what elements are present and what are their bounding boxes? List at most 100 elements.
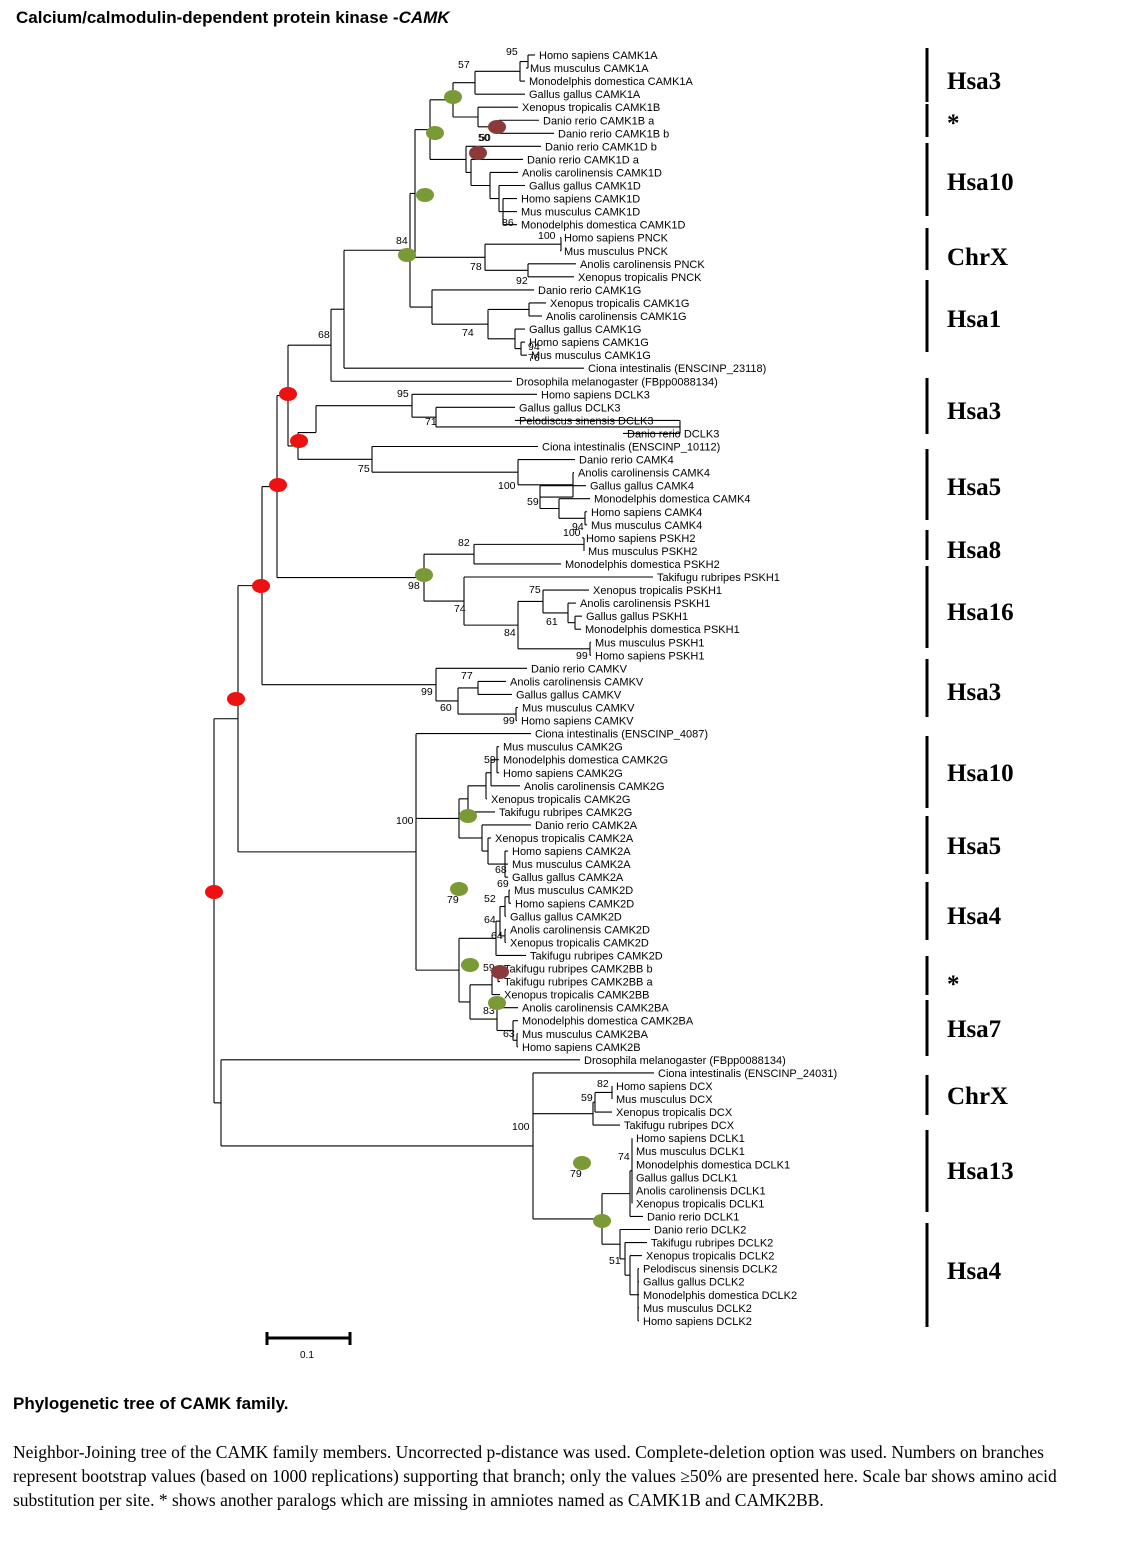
bootstrap-value: 59 (581, 1092, 593, 1104)
leaf-label: Mus musculus CAMK1D (521, 207, 640, 219)
bootstrap-value: 75 (529, 584, 541, 596)
duplication-marker (450, 882, 468, 896)
leaf-label: Mus musculus CAMKV (522, 703, 635, 715)
leaf-label: Gallus gallus CAMKV (516, 689, 622, 701)
bootstrap-value: 94 (528, 341, 540, 353)
duplication-marker (573, 1156, 591, 1170)
chromosome-label: Hsa16 (947, 599, 1014, 626)
duplication-marker (415, 568, 433, 582)
leaf-label: Xenopus tropicalis CAMK2BB (504, 990, 650, 1002)
leaf-label: Homo sapiens PNCK (564, 233, 669, 245)
leaf-label: Monodelphis domestica CAMK2BA (522, 1016, 694, 1028)
bootstrap-value: 69 (497, 878, 509, 890)
duplication-marker (488, 996, 506, 1010)
leaf-label: Takifugu rubripes CAMK2BB b (504, 964, 653, 976)
leaf-label: Monodelphis domestica PSKH2 (565, 559, 720, 571)
bootstrap-value: 100 (563, 527, 581, 539)
duplication-marker (491, 965, 509, 979)
leaf-label: Homo sapiens CAMK1A (539, 50, 658, 62)
leaf-label: Xenopus tropicalis CAMK1G (550, 298, 689, 310)
duplication-marker (426, 126, 444, 140)
leaf-label: Anolis carolinensis CAMK2G (524, 781, 665, 793)
leaf-label: Takifugu rubripes CAMK2G (499, 807, 632, 819)
leaf-label: Homo sapiens CAMK4 (591, 507, 702, 519)
leaf-label: Homo sapiens CAMK2A (512, 846, 631, 858)
leaf-label: Mus musculus PSKH1 (595, 637, 704, 649)
bootstrap-value: 59 (483, 962, 495, 974)
leaf-label: Homo sapiens CAMK2D (515, 898, 634, 910)
leaf-label: Danio rerio CAMKV (531, 663, 628, 675)
leaf-label: Pelodiscus sinensis DCLK3 (519, 415, 654, 427)
leaf-label: Homo sapiens PSKH1 (595, 650, 704, 662)
chromosome-label: Hsa5 (947, 474, 1001, 501)
leaf-label: Gallus gallus PSKH1 (586, 611, 688, 623)
bootstrap-value: 99 (503, 715, 515, 727)
leaf-label: Anolis carolinensis CAMKV (510, 676, 644, 688)
leaf-label: Danio rerio DCLK3 (627, 428, 719, 440)
leaf-label: Pelodiscus sinensis DCLK2 (643, 1264, 778, 1276)
leaf-label: Ciona intestinalis (ENSCINP_24031) (658, 1068, 837, 1080)
leaf-label: Mus musculus CAMK1A (530, 63, 649, 75)
bootstrap-value: 82 (597, 1078, 609, 1090)
chromosome-label: ChrX (947, 244, 1008, 271)
leaf-label: Danio rerio CAMK1B a (543, 115, 655, 127)
leaf-label: Takifugu rubripes PSKH1 (657, 572, 780, 584)
leaf-label: Danio rerio CAMK1B b (558, 128, 669, 140)
duplication-marker (290, 434, 308, 448)
bootstrap-value: 84 (396, 235, 408, 247)
leaf-label: Danio rerio CAMK1D b (545, 141, 657, 153)
title-prefix: Calcium/calmodulin-dependent protein kin… (16, 8, 399, 27)
leaf-label: Gallus gallus CAMK1A (529, 89, 641, 101)
chromosome-label: Hsa5 (947, 833, 1001, 860)
duplication-marker (398, 248, 416, 262)
bootstrap-value: 60 (440, 702, 452, 714)
leaf-label: Takifugu rubripes DCX (624, 1120, 735, 1132)
leaf-label: Gallus gallus CAMK2D (510, 911, 622, 923)
leaf-label: Mus musculus CAMK2BA (522, 1029, 649, 1041)
duplication-marker (459, 809, 477, 823)
chromosome-label: * (947, 110, 960, 137)
bootstrap-value: 51 (609, 1255, 621, 1267)
scale-bar-label: 0.1 (300, 1350, 314, 1361)
caption-title: Phylogenetic tree of CAMK family. (13, 1394, 289, 1413)
bootstrap-value: 59 (484, 754, 496, 766)
leaf-label: Anolis carolinensis CAMK1D (522, 167, 662, 179)
leaf-label: Gallus gallus DCLK2 (643, 1277, 745, 1289)
bootstrap-value: 71 (425, 416, 437, 428)
leaf-label: Mus musculus DCLK2 (643, 1303, 752, 1315)
leaf-label: Homo sapiens CAMK1D (521, 194, 640, 206)
chromosome-label: * (947, 971, 960, 998)
leaf-label: Homo sapiens CAMKV (521, 716, 634, 728)
leaf-label: Drosophila melanogaster (FBpp0088134) (516, 376, 718, 388)
chromosome-label: Hsa7 (947, 1016, 1001, 1043)
leaf-label: Xenopus tropicalis DCLK2 (646, 1251, 774, 1263)
chromosome-label: Hsa3 (947, 679, 1001, 706)
leaf-label: Xenopus tropicalis PSKH1 (593, 585, 722, 597)
leaf-label: Danio rerio DCLK1 (647, 1211, 739, 1223)
leaf-label: Homo sapiens CAMK2G (503, 768, 623, 780)
bootstrap-value: 63 (503, 1028, 515, 1040)
leaf-label: Takifugu rubripes CAMK2D (530, 950, 663, 962)
bootstrap-value: 99 (421, 686, 433, 698)
bootstrap-value: 59 (527, 496, 539, 508)
duplication-marker (252, 579, 270, 593)
duplication-marker (227, 692, 245, 706)
bootstrap-value: 50 (478, 132, 490, 144)
leaf-label: Gallus gallus CAMK1G (529, 324, 642, 336)
leaf-label: Takifugu rubripes CAMK2BB a (504, 977, 653, 989)
leaf-label: Xenopus tropicalis DCX (616, 1107, 733, 1119)
duplication-marker (269, 478, 287, 492)
bootstrap-value: 52 (484, 893, 496, 905)
chromosome-label: ChrX (947, 1083, 1008, 1110)
bootstrap-value: 100 (512, 1121, 530, 1133)
leaf-label: Mus musculus PNCK (564, 246, 669, 258)
leaf-label: Danio rerio CAMK4 (579, 455, 674, 467)
leaf-label: Gallus gallus CAMK2A (512, 872, 624, 884)
leaf-label: Danio rerio CAMK2A (535, 820, 638, 832)
duplication-marker (469, 146, 487, 160)
duplication-marker (205, 885, 223, 899)
bootstrap-value: 74 (618, 1151, 630, 1163)
chromosome-label: Hsa1 (947, 306, 1001, 333)
leaf-label: Drosophila melanogaster (FBpp0088134) (584, 1055, 786, 1067)
